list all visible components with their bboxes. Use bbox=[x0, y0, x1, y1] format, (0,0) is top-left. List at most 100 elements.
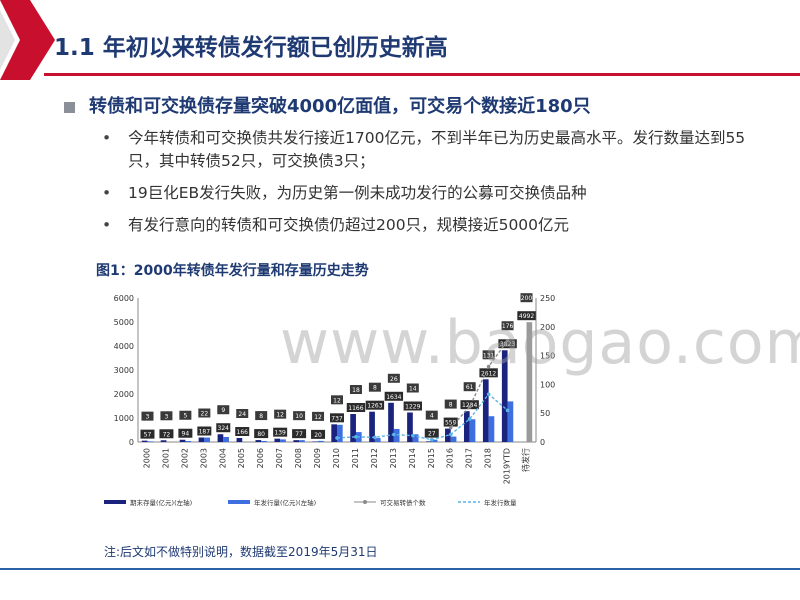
bar-value-label: 2612 bbox=[481, 370, 496, 377]
count-label-box bbox=[501, 321, 514, 331]
issue-count-point bbox=[448, 432, 453, 437]
stock-bar bbox=[369, 411, 375, 442]
left-tick-label: 0 bbox=[129, 438, 134, 447]
footnote: 注:后文如不做特别说明，数据截至2019年5月31日 bbox=[104, 545, 378, 559]
issue-bar bbox=[526, 322, 533, 442]
issue-bar bbox=[204, 437, 211, 442]
x-tick-label: 2001 bbox=[161, 448, 170, 468]
count-label-box bbox=[198, 408, 211, 418]
stock-bar bbox=[141, 440, 148, 442]
headline-square-icon bbox=[64, 101, 75, 113]
bar-value-label: 187 bbox=[199, 429, 211, 436]
stock-bar bbox=[331, 424, 337, 442]
count-value-label: 176 bbox=[502, 323, 514, 330]
x-tick-label: 2018 bbox=[484, 448, 493, 468]
figure-caption: 图1：2000年转债年发行量和存量历史走势 bbox=[96, 263, 369, 279]
issue-count-point bbox=[335, 436, 339, 440]
count-label-box bbox=[293, 411, 306, 421]
bar-value-label: 80 bbox=[257, 431, 265, 438]
right-tick-label: 250 bbox=[540, 294, 555, 303]
issue-bar bbox=[337, 424, 343, 442]
count-value-label: 26 bbox=[390, 376, 398, 383]
x-tick-label: 待发行 bbox=[521, 448, 531, 472]
tradable-count-point bbox=[486, 364, 491, 369]
x-tick-label: 2002 bbox=[180, 448, 189, 468]
count-label-box bbox=[425, 410, 438, 420]
left-tick-label: 6000 bbox=[114, 294, 134, 303]
x-tick-label: 2017 bbox=[465, 448, 474, 468]
bar-label-box bbox=[311, 429, 326, 439]
bar-label-box bbox=[292, 429, 307, 439]
bar-label-box bbox=[159, 429, 174, 439]
legend-label: 期末存量(亿元)(左轴) bbox=[130, 498, 192, 507]
bar-label-box bbox=[365, 400, 385, 410]
x-tick-label: 2019YTD bbox=[503, 448, 512, 484]
left-tick-label: 3000 bbox=[114, 366, 134, 375]
x-tick-label: 2010 bbox=[332, 448, 341, 468]
stock-bar bbox=[501, 350, 508, 442]
x-tick-label: 2009 bbox=[313, 448, 322, 468]
x-tick-label: 2008 bbox=[294, 448, 303, 468]
bar-label-box bbox=[479, 368, 498, 378]
bar-label-box bbox=[235, 427, 250, 437]
bar-value-label: 4992 bbox=[519, 313, 534, 320]
tradable-count-point bbox=[448, 425, 453, 430]
count-value-label: 14 bbox=[409, 386, 417, 393]
count-label-box bbox=[482, 350, 495, 360]
slide-title: 1.1 年初以来转债发行额已创历史新高 bbox=[54, 35, 448, 61]
bar-value-label: 57 bbox=[144, 432, 152, 439]
count-label-box bbox=[255, 411, 268, 421]
bar-label-box bbox=[216, 423, 231, 433]
left-tick-label: 1000 bbox=[114, 414, 134, 423]
x-tick-label: 2014 bbox=[408, 448, 417, 468]
bar-value-label: 20 bbox=[314, 432, 322, 439]
legend-swatch bbox=[104, 500, 126, 504]
chart-svg: 0 1000 2000 3000 4000 5000 6000 0 50 100 150 200 250… bbox=[104, 293, 555, 507]
count-label-box bbox=[141, 411, 154, 421]
bar-value-label: 72 bbox=[163, 431, 171, 438]
title-underline bbox=[44, 73, 800, 76]
legend-label: 年发行数量 bbox=[484, 498, 517, 507]
issue-bar bbox=[147, 441, 154, 442]
count-value-label: 200 bbox=[521, 295, 533, 302]
bar-value-label: 166 bbox=[237, 429, 249, 436]
bar-label-box bbox=[460, 400, 479, 410]
issue-bar bbox=[431, 439, 438, 442]
issue-bar bbox=[507, 401, 514, 442]
count-value-label: 8 bbox=[259, 413, 263, 420]
headline: 转债和可交换债存量突破4000亿面值，可交易个数接近180只 bbox=[64, 92, 591, 118]
stock-bar bbox=[198, 437, 205, 442]
count-value-label: 12 bbox=[276, 412, 284, 419]
count-label-box bbox=[236, 409, 249, 419]
count-value-label: 8 bbox=[373, 385, 377, 392]
count-label-box bbox=[387, 373, 400, 383]
count-label-box bbox=[160, 411, 173, 421]
bar-value-label: 27 bbox=[428, 431, 436, 438]
bar-value-label: 1263 bbox=[367, 403, 382, 410]
issue-bar bbox=[261, 440, 267, 442]
right-tick-label: 0 bbox=[540, 438, 545, 447]
issue-count-point bbox=[354, 435, 358, 439]
footer-line bbox=[0, 568, 800, 570]
count-value-label: 12 bbox=[333, 397, 341, 404]
issue-count-point bbox=[411, 433, 415, 438]
left-tick-label: 2000 bbox=[114, 390, 134, 399]
x-tick-label: 2012 bbox=[370, 448, 379, 468]
bar-label-box bbox=[424, 428, 439, 438]
bar-label-box bbox=[197, 426, 212, 436]
stock-bar bbox=[179, 439, 186, 442]
count-value-label: 131 bbox=[483, 352, 495, 359]
bullet-list: 今年转债和可交换债共发行接近1700亿元，不到半年已为历史最高水平。发行数量达到… bbox=[102, 127, 752, 246]
stock-bar bbox=[274, 438, 281, 442]
bar-value-label: 1166 bbox=[348, 405, 363, 412]
issue-count-line bbox=[336, 393, 509, 441]
issue-count-point bbox=[429, 437, 434, 442]
issue-bar bbox=[488, 416, 495, 442]
stock-bar bbox=[217, 434, 224, 442]
legend-swatch bbox=[228, 500, 250, 504]
bar-label-box bbox=[330, 413, 344, 423]
bar-label-box bbox=[254, 429, 269, 439]
bar-label-box bbox=[403, 401, 423, 411]
bar-value-label: 3823 bbox=[500, 341, 515, 348]
right-tick-label: 150 bbox=[540, 352, 555, 361]
